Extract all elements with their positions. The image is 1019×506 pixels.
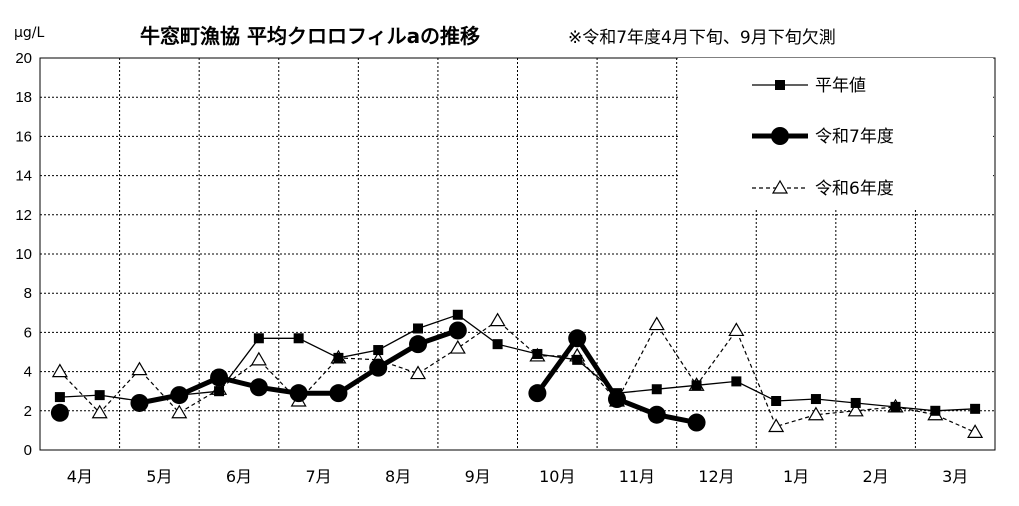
y-tick-label: 8 — [24, 285, 32, 302]
data-point-square — [970, 403, 981, 414]
data-point-square — [373, 345, 384, 356]
data-point-triangle — [131, 361, 148, 376]
data-point-circle — [170, 386, 189, 405]
data-point-circle — [528, 384, 547, 403]
data-point-triangle — [728, 322, 745, 337]
data-point-square — [94, 390, 105, 401]
data-point-triangle — [847, 402, 864, 417]
data-point-circle — [249, 378, 268, 397]
legend-item: 令和7年度 — [752, 127, 894, 147]
y-tick-label: 4 — [24, 364, 32, 381]
y-tick-label: 16 — [15, 128, 32, 145]
data-point-square — [775, 80, 785, 90]
x-tick-label: 6月 — [226, 467, 252, 486]
x-tick-label: 1月 — [783, 467, 809, 486]
data-point-square — [890, 401, 901, 412]
series-thick-circle — [50, 321, 706, 432]
data-point-square — [253, 333, 264, 344]
data-point-triangle — [91, 404, 108, 419]
plot-area — [39, 57, 996, 451]
data-point-circle — [409, 335, 428, 354]
y-tick-label: 10 — [15, 246, 32, 263]
legend-item: 令和6年度 — [752, 179, 894, 199]
x-tick-label: 11月 — [619, 467, 655, 486]
data-point-circle — [647, 405, 666, 424]
data-point-square — [293, 333, 304, 344]
x-tick-label: 9月 — [465, 467, 491, 486]
data-point-square — [413, 323, 424, 334]
data-point-triangle — [967, 424, 984, 438]
data-point-circle — [568, 329, 587, 348]
data-point-square — [54, 392, 65, 403]
chart-note: ※令和7年度4月下旬、9月下旬欠測 — [568, 28, 836, 48]
y-tick-label: 18 — [15, 89, 32, 106]
x-tick-label: 5月 — [146, 467, 172, 486]
series-thin-square — [54, 309, 981, 416]
data-point-square — [771, 396, 782, 406]
data-point-triangle — [250, 351, 267, 366]
x-tick-label: 3月 — [942, 467, 968, 486]
data-point-triangle — [171, 404, 188, 419]
data-point-square — [532, 348, 543, 359]
data-point-circle — [607, 390, 626, 409]
data-point-circle — [210, 368, 229, 387]
data-point-square — [333, 352, 344, 363]
data-point-square — [492, 339, 503, 350]
y-axis-unit: μg/L — [14, 25, 45, 41]
data-point-square — [572, 354, 583, 365]
y-tick-label: 6 — [24, 324, 32, 341]
data-point-triangle — [807, 406, 824, 421]
data-point-triangle — [409, 365, 427, 380]
data-point-circle — [289, 384, 308, 403]
data-point-square — [452, 309, 463, 320]
data-point-triangle — [768, 418, 785, 433]
legend-label: 令和7年度 — [815, 127, 894, 147]
legend-label: 令和6年度 — [815, 179, 894, 199]
y-tick-label: 20 — [15, 50, 32, 67]
data-point-triangle — [51, 363, 68, 378]
data-point-circle — [687, 413, 706, 432]
series-layer — [50, 309, 984, 438]
data-point-square — [214, 386, 225, 397]
y-axis-ticks: 0 2 4 6 8 10 12 14 16 18 20 — [15, 50, 32, 459]
y-tick-label: 2 — [24, 403, 32, 420]
x-tick-label: 2月 — [863, 467, 889, 486]
y-tick-label: 12 — [15, 207, 32, 224]
x-axis-ticks: 4月 5月 6月 7月 8月 9月 10月 11月 12月 1月 2月 3月 — [67, 467, 969, 486]
legend-item: 平年値 — [752, 76, 866, 96]
data-point-triangle — [771, 179, 789, 194]
x-tick-label: 8月 — [385, 467, 411, 486]
data-point-square — [810, 394, 821, 405]
legend-label: 平年値 — [815, 76, 866, 96]
legend-box — [678, 58, 993, 208]
data-point-circle — [329, 384, 348, 403]
data-point-square — [930, 405, 941, 416]
series-line — [535, 333, 698, 426]
data-point-square — [850, 397, 861, 408]
data-point-square — [691, 380, 702, 391]
x-tick-label: 7月 — [305, 467, 331, 486]
data-point-square — [651, 384, 662, 395]
x-tick-label: 10月 — [539, 467, 575, 486]
data-point-triangle — [449, 339, 466, 354]
grid — [40, 58, 995, 450]
y-tick-label: 0 — [24, 442, 32, 459]
x-tick-label: 12月 — [698, 467, 734, 486]
data-point-circle — [448, 321, 467, 340]
data-point-square — [731, 376, 742, 387]
data-point-circle — [771, 127, 789, 145]
data-point-circle — [369, 358, 388, 377]
y-tick-label: 14 — [15, 168, 32, 185]
data-point-circle — [50, 403, 69, 422]
x-tick-label: 4月 — [67, 467, 93, 486]
data-point-triangle — [648, 316, 665, 331]
data-point-circle — [130, 393, 149, 412]
data-point-triangle — [489, 312, 506, 327]
chart-title: 牛窓町漁協 平均クロロフィルaの推移 — [140, 24, 480, 48]
series-line — [59, 314, 976, 412]
